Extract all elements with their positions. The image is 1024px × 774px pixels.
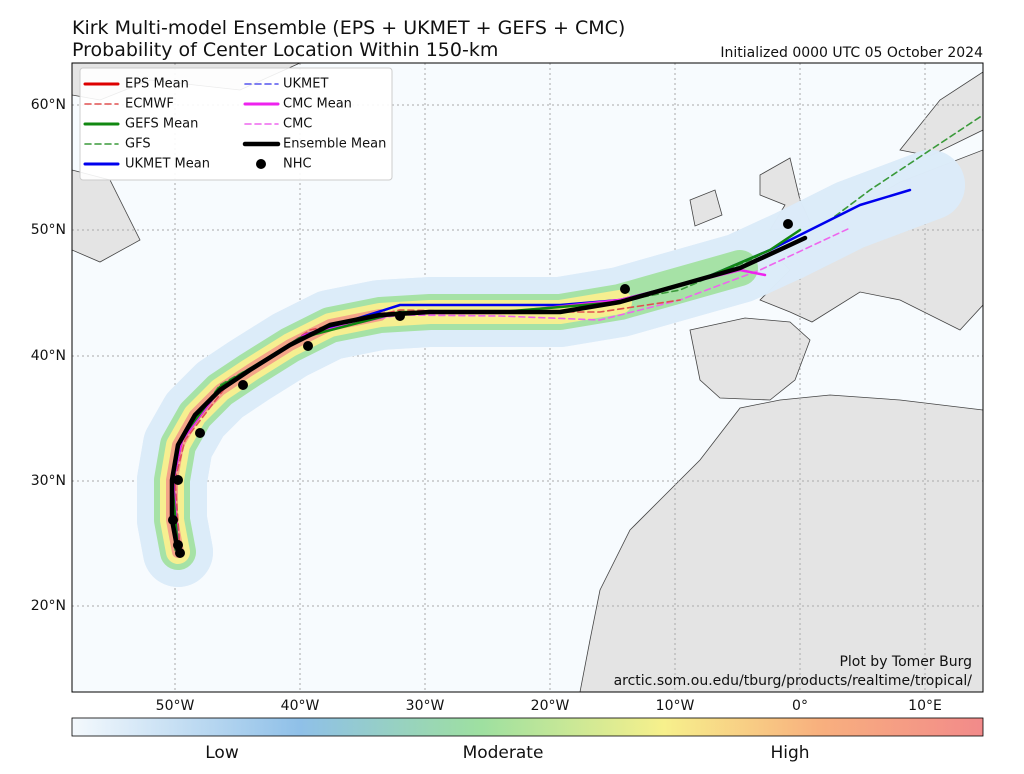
subtitle: Probability of Center Location Within 15… [72,39,498,61]
legend-label: GEFS Mean [125,117,198,132]
colorbar-label: Moderate [463,743,544,763]
legend-label: GFS [125,137,151,152]
lon-label: 20°W [531,698,570,714]
credit: Plot by Tomer Burg [839,654,972,670]
lon-label: 10°W [656,698,695,714]
legend-label: CMC Mean [283,97,352,112]
map: Plot by Tomer Burg arctic.som.ou.edu/tbu… [72,63,983,692]
credit-url: arctic.som.ou.edu/tburg/products/realtim… [614,673,973,689]
land [579,394,983,692]
lat-label: 40°N [31,348,66,364]
lon-label: 10°E [908,698,942,714]
land [689,317,811,401]
colorbar-label: High [770,743,809,763]
init-time: Initialized 0000 UTC 05 October 2024 [720,45,983,61]
lon-label: 40°W [281,698,320,714]
lon-label: 50°W [156,698,195,714]
nhc-points [168,219,793,558]
legend-label: UKMET Mean [125,157,210,172]
land [689,189,723,227]
lat-label: 50°N [31,222,66,238]
lon-label: 0° [792,698,808,714]
legend-label: Ensemble Mean [283,137,386,152]
lat-label: 30°N [31,473,66,489]
title: Kirk Multi-model Ensemble (EPS + UKMET +… [72,17,625,39]
colorbar-label: Low [205,743,239,763]
map-frame [71,62,984,693]
lat-label: 20°N [31,598,66,614]
colorbar [71,717,984,737]
lat-label: 60°N [31,97,66,113]
legend-label: UKMET [283,77,328,92]
lon-label: 30°W [406,698,445,714]
legend-label: NHC [283,157,312,172]
legend-label: ECMWF [125,97,174,112]
legend: EPS Mean ECMWF GEFS Mean GFS UKMET Mean … [79,67,393,181]
legend-label: CMC [283,117,312,132]
legend-label: EPS Mean [125,77,189,92]
